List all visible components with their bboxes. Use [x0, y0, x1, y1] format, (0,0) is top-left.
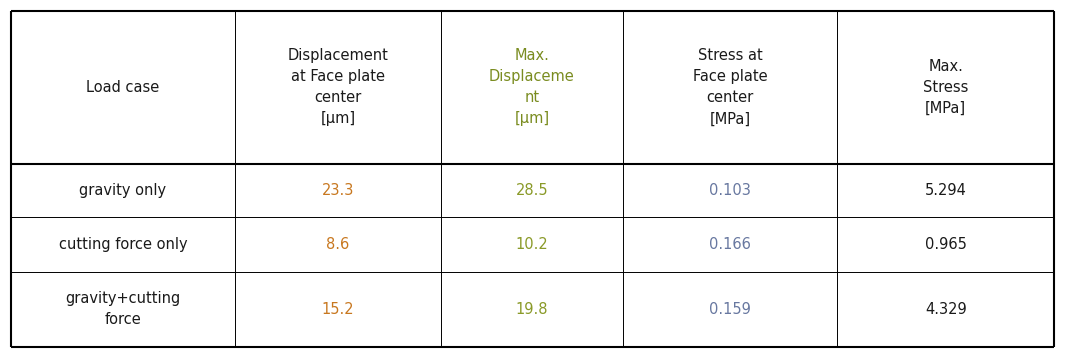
Text: 5.294: 5.294: [924, 183, 967, 198]
Text: 4.329: 4.329: [924, 302, 967, 317]
Text: Max.
Stress
[MPa]: Max. Stress [MPa]: [923, 59, 968, 116]
Text: 0.166: 0.166: [709, 237, 751, 252]
Text: 8.6: 8.6: [326, 237, 349, 252]
Text: 0.159: 0.159: [709, 302, 751, 317]
Text: Load case: Load case: [86, 80, 160, 95]
Text: Stress at
Face plate
center
[MPa]: Stress at Face plate center [MPa]: [693, 48, 768, 126]
Text: 10.2: 10.2: [515, 237, 548, 252]
Text: Max.
Displaceme
nt
[μm]: Max. Displaceme nt [μm]: [489, 48, 575, 126]
Text: gravity only: gravity only: [79, 183, 166, 198]
Text: 15.2: 15.2: [322, 302, 355, 317]
Text: gravity+cutting
force: gravity+cutting force: [65, 291, 180, 328]
Text: Displacement
at Face plate
center
[μm]: Displacement at Face plate center [μm]: [288, 48, 389, 126]
Text: 28.5: 28.5: [515, 183, 548, 198]
Text: cutting force only: cutting force only: [59, 237, 187, 252]
Text: 23.3: 23.3: [322, 183, 354, 198]
Text: 0.965: 0.965: [924, 237, 967, 252]
Text: 0.103: 0.103: [709, 183, 751, 198]
Text: 19.8: 19.8: [515, 302, 548, 317]
